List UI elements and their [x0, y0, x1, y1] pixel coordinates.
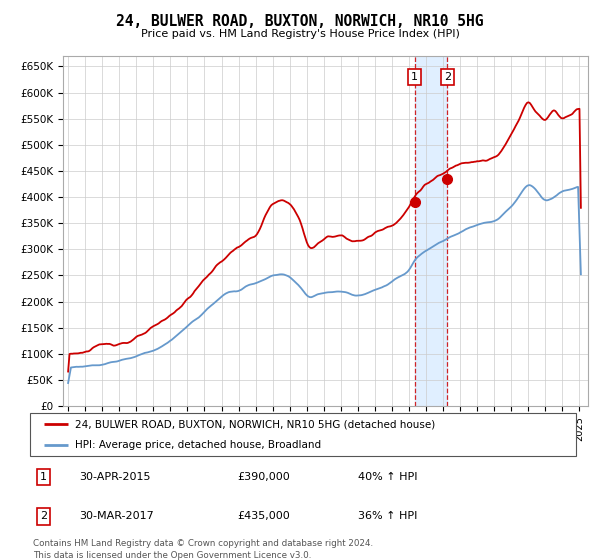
Text: 2: 2	[40, 511, 47, 521]
Text: 24, BULWER ROAD, BUXTON, NORWICH, NR10 5HG: 24, BULWER ROAD, BUXTON, NORWICH, NR10 5…	[116, 14, 484, 29]
Text: 30-APR-2015: 30-APR-2015	[79, 472, 151, 482]
Text: 1: 1	[40, 472, 47, 482]
Text: £435,000: £435,000	[238, 511, 290, 521]
Text: 24, BULWER ROAD, BUXTON, NORWICH, NR10 5HG (detached house): 24, BULWER ROAD, BUXTON, NORWICH, NR10 5…	[75, 419, 435, 429]
Text: Price paid vs. HM Land Registry's House Price Index (HPI): Price paid vs. HM Land Registry's House …	[140, 29, 460, 39]
Text: 30-MAR-2017: 30-MAR-2017	[79, 511, 154, 521]
Text: 1: 1	[411, 72, 418, 82]
Text: 2: 2	[444, 72, 451, 82]
FancyBboxPatch shape	[30, 413, 576, 456]
Text: 40% ↑ HPI: 40% ↑ HPI	[358, 472, 417, 482]
Text: HPI: Average price, detached house, Broadland: HPI: Average price, detached house, Broa…	[75, 440, 321, 450]
Text: Contains HM Land Registry data © Crown copyright and database right 2024.
This d: Contains HM Land Registry data © Crown c…	[33, 539, 373, 559]
Text: £390,000: £390,000	[238, 472, 290, 482]
Bar	[415, 56, 448, 406]
Text: 36% ↑ HPI: 36% ↑ HPI	[358, 511, 417, 521]
